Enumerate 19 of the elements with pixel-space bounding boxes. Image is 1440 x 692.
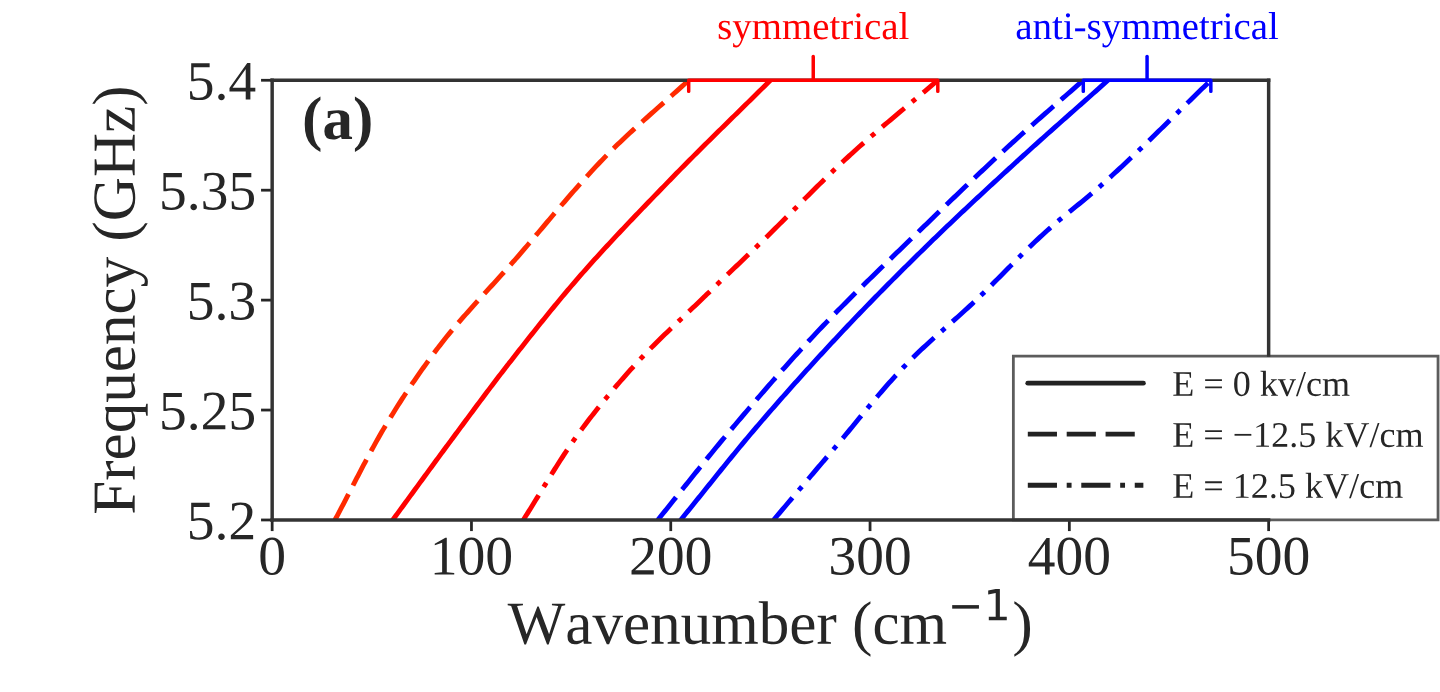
x-tick-label: 100: [434, 537, 511, 576]
y-tick-label: 5.25: [162, 392, 255, 431]
y-tick-label: 5.4: [189, 62, 256, 101]
annotation: (a): [304, 96, 371, 152]
x-tick-label: 200: [631, 537, 711, 576]
x-tick-label: 400: [1028, 537, 1109, 576]
y-axis-title: Frequency (GHz): [92, 88, 148, 514]
x-axis-title: Wavenumber (cm$^{−1}$): [507, 589, 1031, 657]
text: symmetrical: [718, 12, 909, 48]
y-tick-label: 5.3: [189, 282, 255, 321]
text: E = 12.5 kV/cm: [1173, 472, 1403, 499]
text: anti-symmetrical: [1016, 12, 1279, 48]
x-tick-label: 500: [1230, 537, 1309, 576]
y-tick-label: 5.2: [189, 502, 254, 541]
text: E = −12.5 kV/cm: [1173, 421, 1424, 448]
text: E = 0 kv/cm: [1173, 370, 1350, 397]
y-tick-label: 5.35: [162, 172, 255, 211]
x-tick-label: 0: [260, 537, 284, 576]
x-tick-label: 300: [831, 537, 910, 576]
